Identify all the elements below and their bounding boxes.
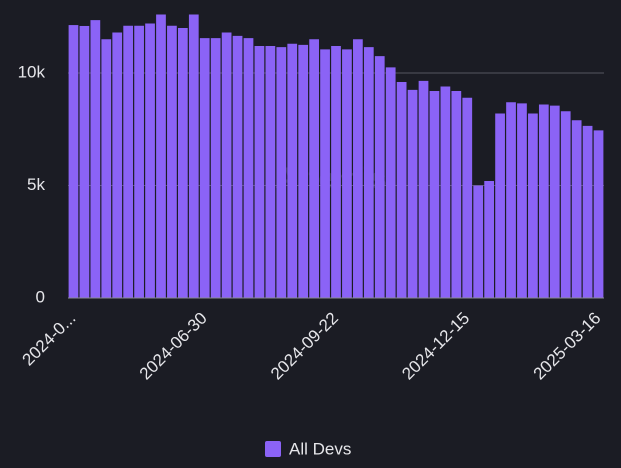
bar (429, 91, 440, 298)
bar (232, 35, 243, 298)
bar (363, 47, 374, 298)
bar (68, 25, 79, 298)
bar (342, 49, 352, 298)
bar (145, 23, 155, 298)
bar (462, 97, 473, 298)
bar (353, 39, 363, 298)
bar (199, 38, 210, 298)
bar (517, 103, 527, 298)
bar (156, 14, 166, 298)
bar (528, 113, 538, 298)
y-tick-label: 5k (27, 175, 45, 194)
bar (331, 46, 341, 298)
bar (418, 80, 429, 298)
bar (188, 14, 199, 298)
bar (101, 39, 112, 298)
bar (506, 102, 516, 298)
bar (571, 120, 582, 298)
bar (276, 47, 287, 298)
y-tick-label: 10k (18, 62, 46, 81)
bar (582, 125, 593, 298)
legend-swatch (265, 441, 281, 457)
bar (396, 82, 407, 298)
bar (287, 43, 298, 298)
bar (473, 185, 484, 298)
bar (79, 25, 90, 298)
bar (560, 111, 571, 298)
bar (210, 38, 221, 298)
bar (221, 32, 232, 298)
bar (549, 105, 560, 298)
bar (451, 91, 462, 298)
bar (134, 25, 144, 298)
bar (495, 113, 505, 298)
bar (90, 20, 101, 298)
bar (265, 46, 276, 298)
bar (320, 49, 330, 298)
bar (298, 44, 309, 298)
bar (177, 28, 188, 298)
bar (112, 32, 123, 298)
bar (123, 25, 134, 298)
bar (538, 104, 549, 298)
bar (407, 89, 418, 298)
y-tick-label: 0 (36, 287, 45, 306)
bar (385, 67, 396, 298)
legend-label: All Devs (289, 439, 351, 458)
bar (309, 39, 319, 298)
bar (167, 25, 177, 298)
bar (243, 38, 254, 298)
bar (484, 181, 495, 298)
bar (593, 130, 604, 298)
bar (254, 46, 265, 298)
bar (440, 86, 451, 298)
bar (374, 56, 385, 298)
